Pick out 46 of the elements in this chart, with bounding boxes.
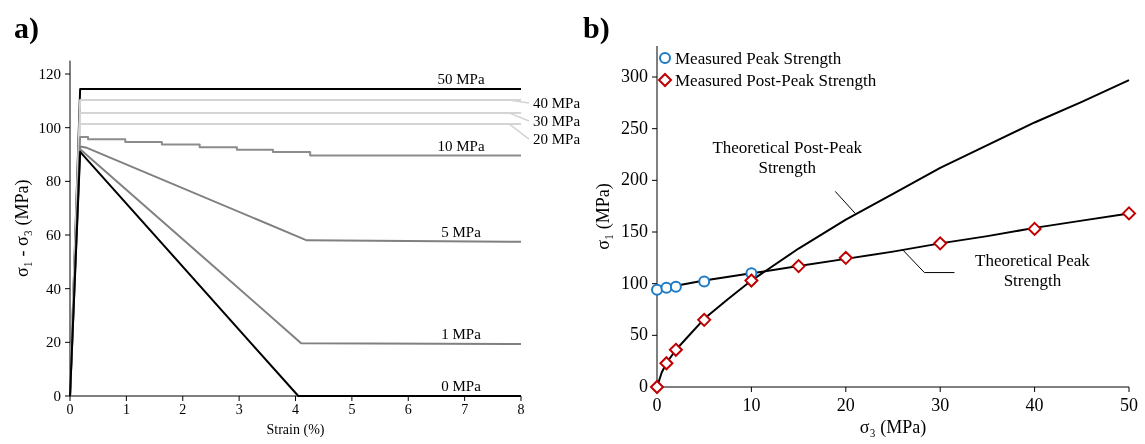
series-label: 1 MPa [441,325,482,342]
y-tick-label: 150 [621,221,648,241]
y-axis-title: σ₁ (MPa) [593,183,614,250]
x-tick-label: 2 [179,402,187,417]
x-tick-label: 20 [836,395,855,415]
y-tick-label: 250 [621,117,648,138]
y-tick-label: 200 [621,169,648,190]
x-tick-label: 10 [742,395,761,415]
series-label: 50 MPa [437,71,485,88]
y-tick-label: 50 [630,324,648,345]
x-tick-label: 50 [1120,395,1138,415]
legend-label: 40 MPa [533,95,581,112]
x-tick-label: 5 [348,402,356,417]
x-tick-label: 6 [404,402,412,417]
annotation: Theoretical Post-Peak Strength [712,138,863,178]
y-tick-label: 80 [46,173,61,190]
chart-title: a) [14,11,39,45]
legend-label: Measured Post-Peak Strength [675,71,877,90]
x-tick-label: 3 [235,402,243,417]
y-tick-label: 0 [639,376,648,396]
x-tick-label: 1 [122,402,130,417]
y-tick-label: 60 [46,227,61,244]
chart-title: b) [583,11,610,45]
x-tick-label: 0 [66,402,74,417]
series-label: 0 MPa [441,378,482,394]
x-tick-label: 30 [931,395,950,415]
x-axis-title: Strain (%) [266,422,325,438]
x-axis-title: σ₃ (MPa) [859,417,927,438]
y-axis-title: σ₁ - σ₃ (MPa) [12,179,33,278]
y-tick-label: 40 [46,280,61,297]
legend-label: Measured Peak Strength [675,49,842,68]
y-tick-label: 100 [38,119,61,136]
x-tick-label: 8 [517,402,525,417]
legend-label: 30 MPa [533,113,581,130]
legend-label: 20 MPa [533,131,581,148]
y-tick-label: 20 [46,334,61,351]
x-tick-label: 40 [1025,395,1044,415]
x-tick-label: 4 [292,402,299,417]
y-tick-label: 120 [38,66,61,83]
y-tick-label: 300 [621,66,648,86]
x-tick-label: 0 [652,395,662,415]
series-label: 10 MPa [437,137,485,154]
y-tick-label: 100 [621,272,648,293]
x-tick-label: 7 [461,402,469,417]
series-label: 5 MPa [441,223,482,240]
annotation: Theoretical Peak Strength [975,250,1091,290]
